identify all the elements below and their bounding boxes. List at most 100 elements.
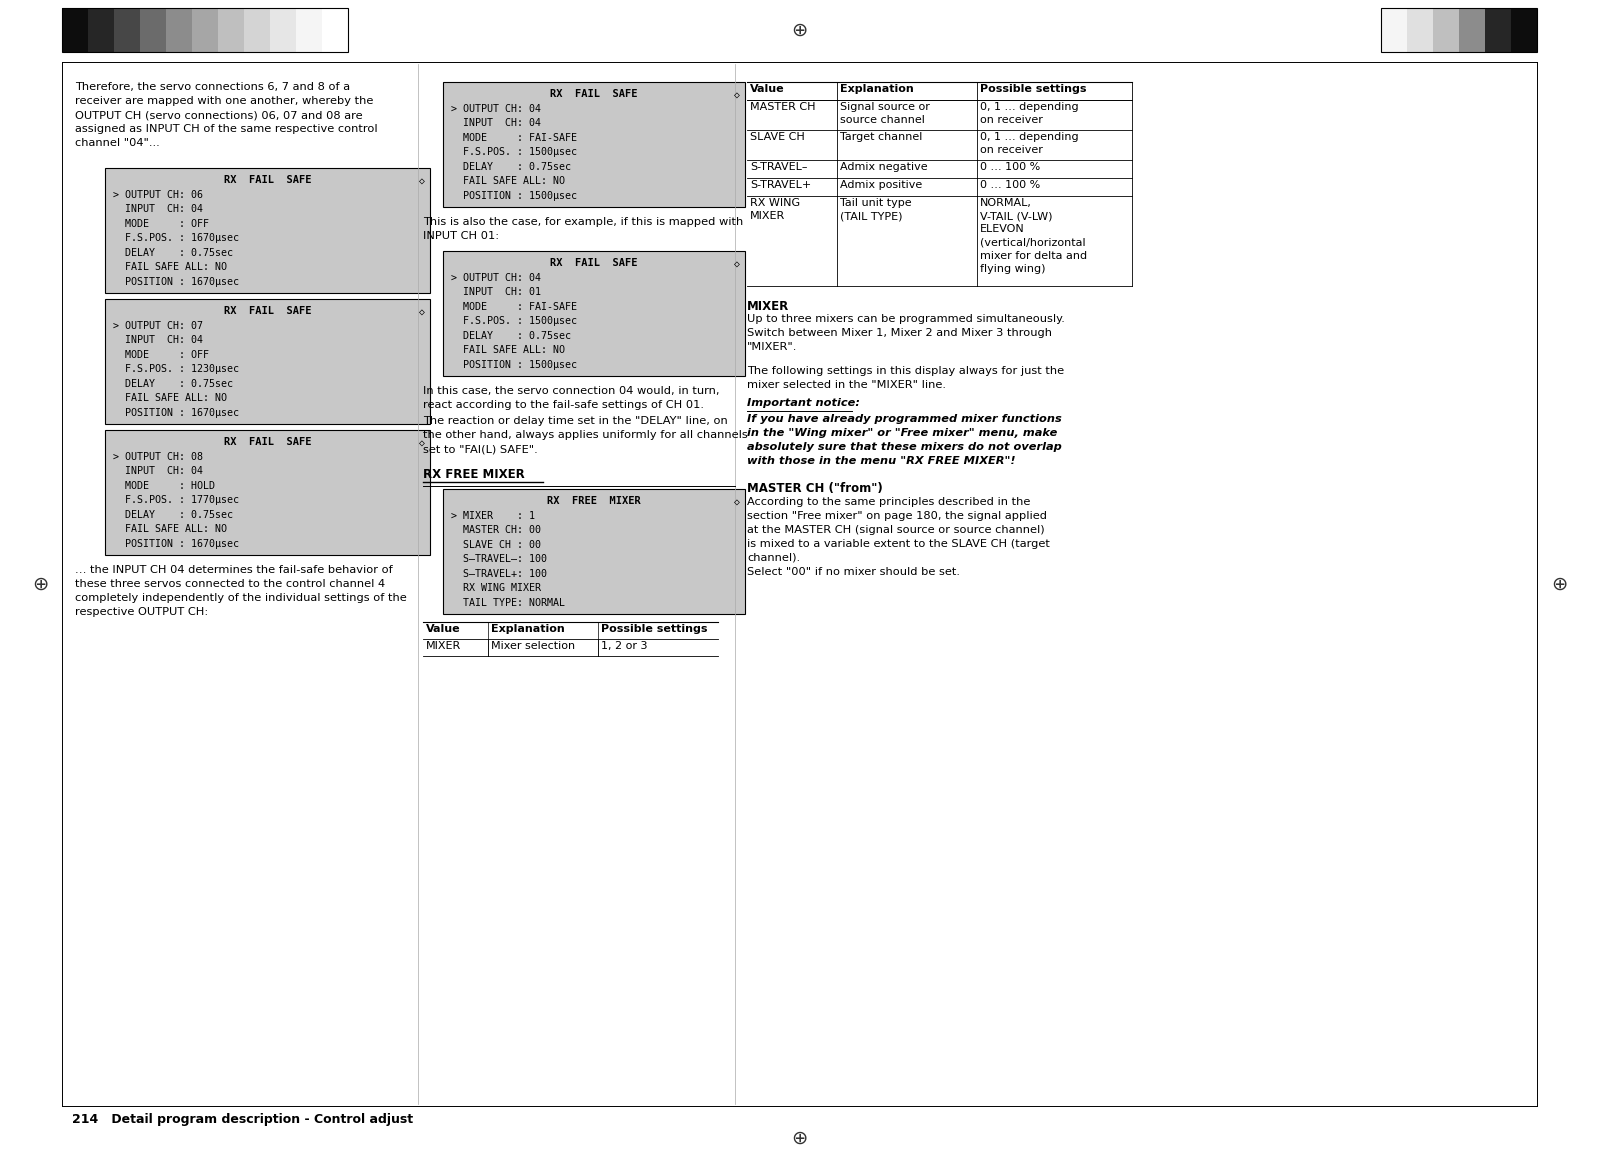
Text: 0, 1 … depending
on receiver: 0, 1 … depending on receiver xyxy=(980,132,1079,155)
Text: MASTER CH ("from"): MASTER CH ("from") xyxy=(747,482,883,495)
Text: POSITION : 1500μsec: POSITION : 1500μsec xyxy=(451,190,577,201)
Text: MODE     : HOLD: MODE : HOLD xyxy=(114,481,214,491)
Text: Up to three mixers can be programmed simultaneously.
Switch between Mixer 1, Mix: Up to three mixers can be programmed sim… xyxy=(747,314,1065,352)
Text: RX  FAIL  SAFE: RX FAIL SAFE xyxy=(224,437,312,447)
Text: INPUT  CH: 04: INPUT CH: 04 xyxy=(114,335,203,346)
Bar xyxy=(443,489,745,614)
Text: Possible settings: Possible settings xyxy=(601,624,707,634)
Text: FAIL SAFE ALL: NO: FAIL SAFE ALL: NO xyxy=(451,346,564,355)
Text: The following settings in this display always for just the
mixer selected in the: The following settings in this display a… xyxy=(747,366,1063,390)
Text: DELAY    : 0.75sec: DELAY : 0.75sec xyxy=(114,248,233,258)
Bar xyxy=(443,251,745,376)
Text: DELAY    : 0.75sec: DELAY : 0.75sec xyxy=(114,509,233,520)
Text: INPUT  CH: 04: INPUT CH: 04 xyxy=(451,118,540,128)
Bar xyxy=(1382,8,1537,53)
Text: Target channel: Target channel xyxy=(839,132,923,142)
Text: Therefore, the servo connections 6, 7 and 8 of a
receiver are mapped with one an: Therefore, the servo connections 6, 7 an… xyxy=(75,82,377,148)
Text: SLAVE CH : 00: SLAVE CH : 00 xyxy=(451,540,540,550)
Text: 0, 1 … depending
on receiver: 0, 1 … depending on receiver xyxy=(980,102,1079,125)
Text: 0 … 100 %: 0 … 100 % xyxy=(980,162,1041,172)
Text: 214   Detail program description - Control adjust: 214 Detail program description - Control… xyxy=(72,1113,413,1126)
Bar xyxy=(1433,8,1458,53)
Text: ◇: ◇ xyxy=(419,306,425,317)
Bar xyxy=(114,8,141,53)
Bar xyxy=(106,168,430,293)
Text: ⊕: ⊕ xyxy=(792,21,807,40)
Bar xyxy=(1511,8,1537,53)
Text: NORMAL,
V-TAIL (V-LW)
ELEVON
(vertical/horizontal
mixer for delta and
flying win: NORMAL, V-TAIL (V-LW) ELEVON (vertical/h… xyxy=(980,199,1087,274)
Bar xyxy=(217,8,245,53)
Text: ◇: ◇ xyxy=(419,175,425,186)
Bar xyxy=(1382,8,1407,53)
Text: ⊕: ⊕ xyxy=(792,1128,807,1147)
Text: The reaction or delay time set in the "DELAY" line, on
the other hand, always ap: The reaction or delay time set in the "D… xyxy=(424,416,748,454)
Text: RX FREE MIXER: RX FREE MIXER xyxy=(424,468,524,481)
Text: MIXER: MIXER xyxy=(425,641,461,651)
Text: DELAY    : 0.75sec: DELAY : 0.75sec xyxy=(451,161,571,172)
Text: RX  FAIL  SAFE: RX FAIL SAFE xyxy=(224,175,312,186)
Text: 0 … 100 %: 0 … 100 % xyxy=(980,180,1041,190)
Bar xyxy=(321,8,349,53)
Text: According to the same principles described in the
section "Free mixer" on page 1: According to the same principles describ… xyxy=(747,498,1051,577)
Text: RX WING
MIXER: RX WING MIXER xyxy=(750,199,800,221)
Bar xyxy=(88,8,114,53)
Text: FAIL SAFE ALL: NO: FAIL SAFE ALL: NO xyxy=(114,524,227,534)
Text: MODE     : FAI-SAFE: MODE : FAI-SAFE xyxy=(451,133,577,142)
Text: FAIL SAFE ALL: NO: FAIL SAFE ALL: NO xyxy=(451,176,564,186)
Text: F.S.POS. : 1770μsec: F.S.POS. : 1770μsec xyxy=(114,495,238,506)
Text: Important notice:: Important notice: xyxy=(747,398,860,408)
Text: ◇: ◇ xyxy=(734,496,740,506)
Text: RX  FAIL  SAFE: RX FAIL SAFE xyxy=(550,89,638,99)
Bar xyxy=(106,430,430,555)
Bar xyxy=(141,8,166,53)
Text: FAIL SAFE ALL: NO: FAIL SAFE ALL: NO xyxy=(114,394,227,403)
Bar xyxy=(443,82,745,207)
Text: MASTER CH: 00: MASTER CH: 00 xyxy=(451,526,540,535)
Text: S-TRAVEL–: S-TRAVEL– xyxy=(750,162,807,172)
Text: Explanation: Explanation xyxy=(491,624,564,634)
Text: INPUT  CH: 04: INPUT CH: 04 xyxy=(114,204,203,214)
Bar xyxy=(62,8,349,53)
Bar xyxy=(166,8,192,53)
Text: ◇: ◇ xyxy=(734,258,740,269)
Text: S–TRAVEL–: 100: S–TRAVEL–: 100 xyxy=(451,555,547,564)
Text: INPUT  CH: 04: INPUT CH: 04 xyxy=(114,466,203,477)
Text: DELAY    : 0.75sec: DELAY : 0.75sec xyxy=(451,331,571,341)
Text: Mixer selection: Mixer selection xyxy=(491,641,576,651)
Text: Signal source or
source channel: Signal source or source channel xyxy=(839,102,931,125)
Text: MIXER: MIXER xyxy=(747,300,790,313)
Text: Tail unit type
(TAIL TYPE): Tail unit type (TAIL TYPE) xyxy=(839,199,911,221)
Text: > OUTPUT CH: 08: > OUTPUT CH: 08 xyxy=(114,452,203,461)
Bar xyxy=(1485,8,1511,53)
Bar xyxy=(296,8,321,53)
Text: ◇: ◇ xyxy=(734,89,740,99)
Text: If you have already programmed mixer functions
in the "Wing mixer" or "Free mixe: If you have already programmed mixer fun… xyxy=(747,413,1062,466)
Bar xyxy=(62,8,88,53)
Text: F.S.POS. : 1230μsec: F.S.POS. : 1230μsec xyxy=(114,364,238,374)
Text: ◇: ◇ xyxy=(419,437,425,447)
Text: > OUTPUT CH: 04: > OUTPUT CH: 04 xyxy=(451,273,540,283)
Text: > OUTPUT CH: 04: > OUTPUT CH: 04 xyxy=(451,104,540,113)
Text: F.S.POS. : 1670μsec: F.S.POS. : 1670μsec xyxy=(114,234,238,243)
Text: Possible settings: Possible settings xyxy=(980,84,1086,93)
Text: In this case, the servo connection 04 would, in turn,
react according to the fai: In this case, the servo connection 04 wo… xyxy=(424,385,720,410)
Text: MODE     : FAI-SAFE: MODE : FAI-SAFE xyxy=(451,301,577,312)
Text: > OUTPUT CH: 07: > OUTPUT CH: 07 xyxy=(114,321,203,331)
Text: Admix negative: Admix negative xyxy=(839,162,927,172)
Text: FAIL SAFE ALL: NO: FAIL SAFE ALL: NO xyxy=(114,263,227,272)
Text: RX  FAIL  SAFE: RX FAIL SAFE xyxy=(224,306,312,317)
Text: RX WING MIXER: RX WING MIXER xyxy=(451,583,540,593)
Text: Value: Value xyxy=(425,624,461,634)
Text: POSITION : 1500μsec: POSITION : 1500μsec xyxy=(451,360,577,370)
Text: RX  FREE  MIXER: RX FREE MIXER xyxy=(547,496,641,506)
Bar xyxy=(192,8,217,53)
Text: S-TRAVEL+: S-TRAVEL+ xyxy=(750,180,811,190)
Text: ⊕: ⊕ xyxy=(32,575,48,593)
Bar xyxy=(1458,8,1485,53)
Text: > MIXER    : 1: > MIXER : 1 xyxy=(451,510,536,521)
Text: POSITION : 1670μsec: POSITION : 1670μsec xyxy=(114,277,238,287)
Text: POSITION : 1670μsec: POSITION : 1670μsec xyxy=(114,538,238,549)
Text: INPUT  CH: 01: INPUT CH: 01 xyxy=(451,287,540,297)
Text: 1, 2 or 3: 1, 2 or 3 xyxy=(601,641,648,651)
Text: POSITION : 1670μsec: POSITION : 1670μsec xyxy=(114,408,238,418)
